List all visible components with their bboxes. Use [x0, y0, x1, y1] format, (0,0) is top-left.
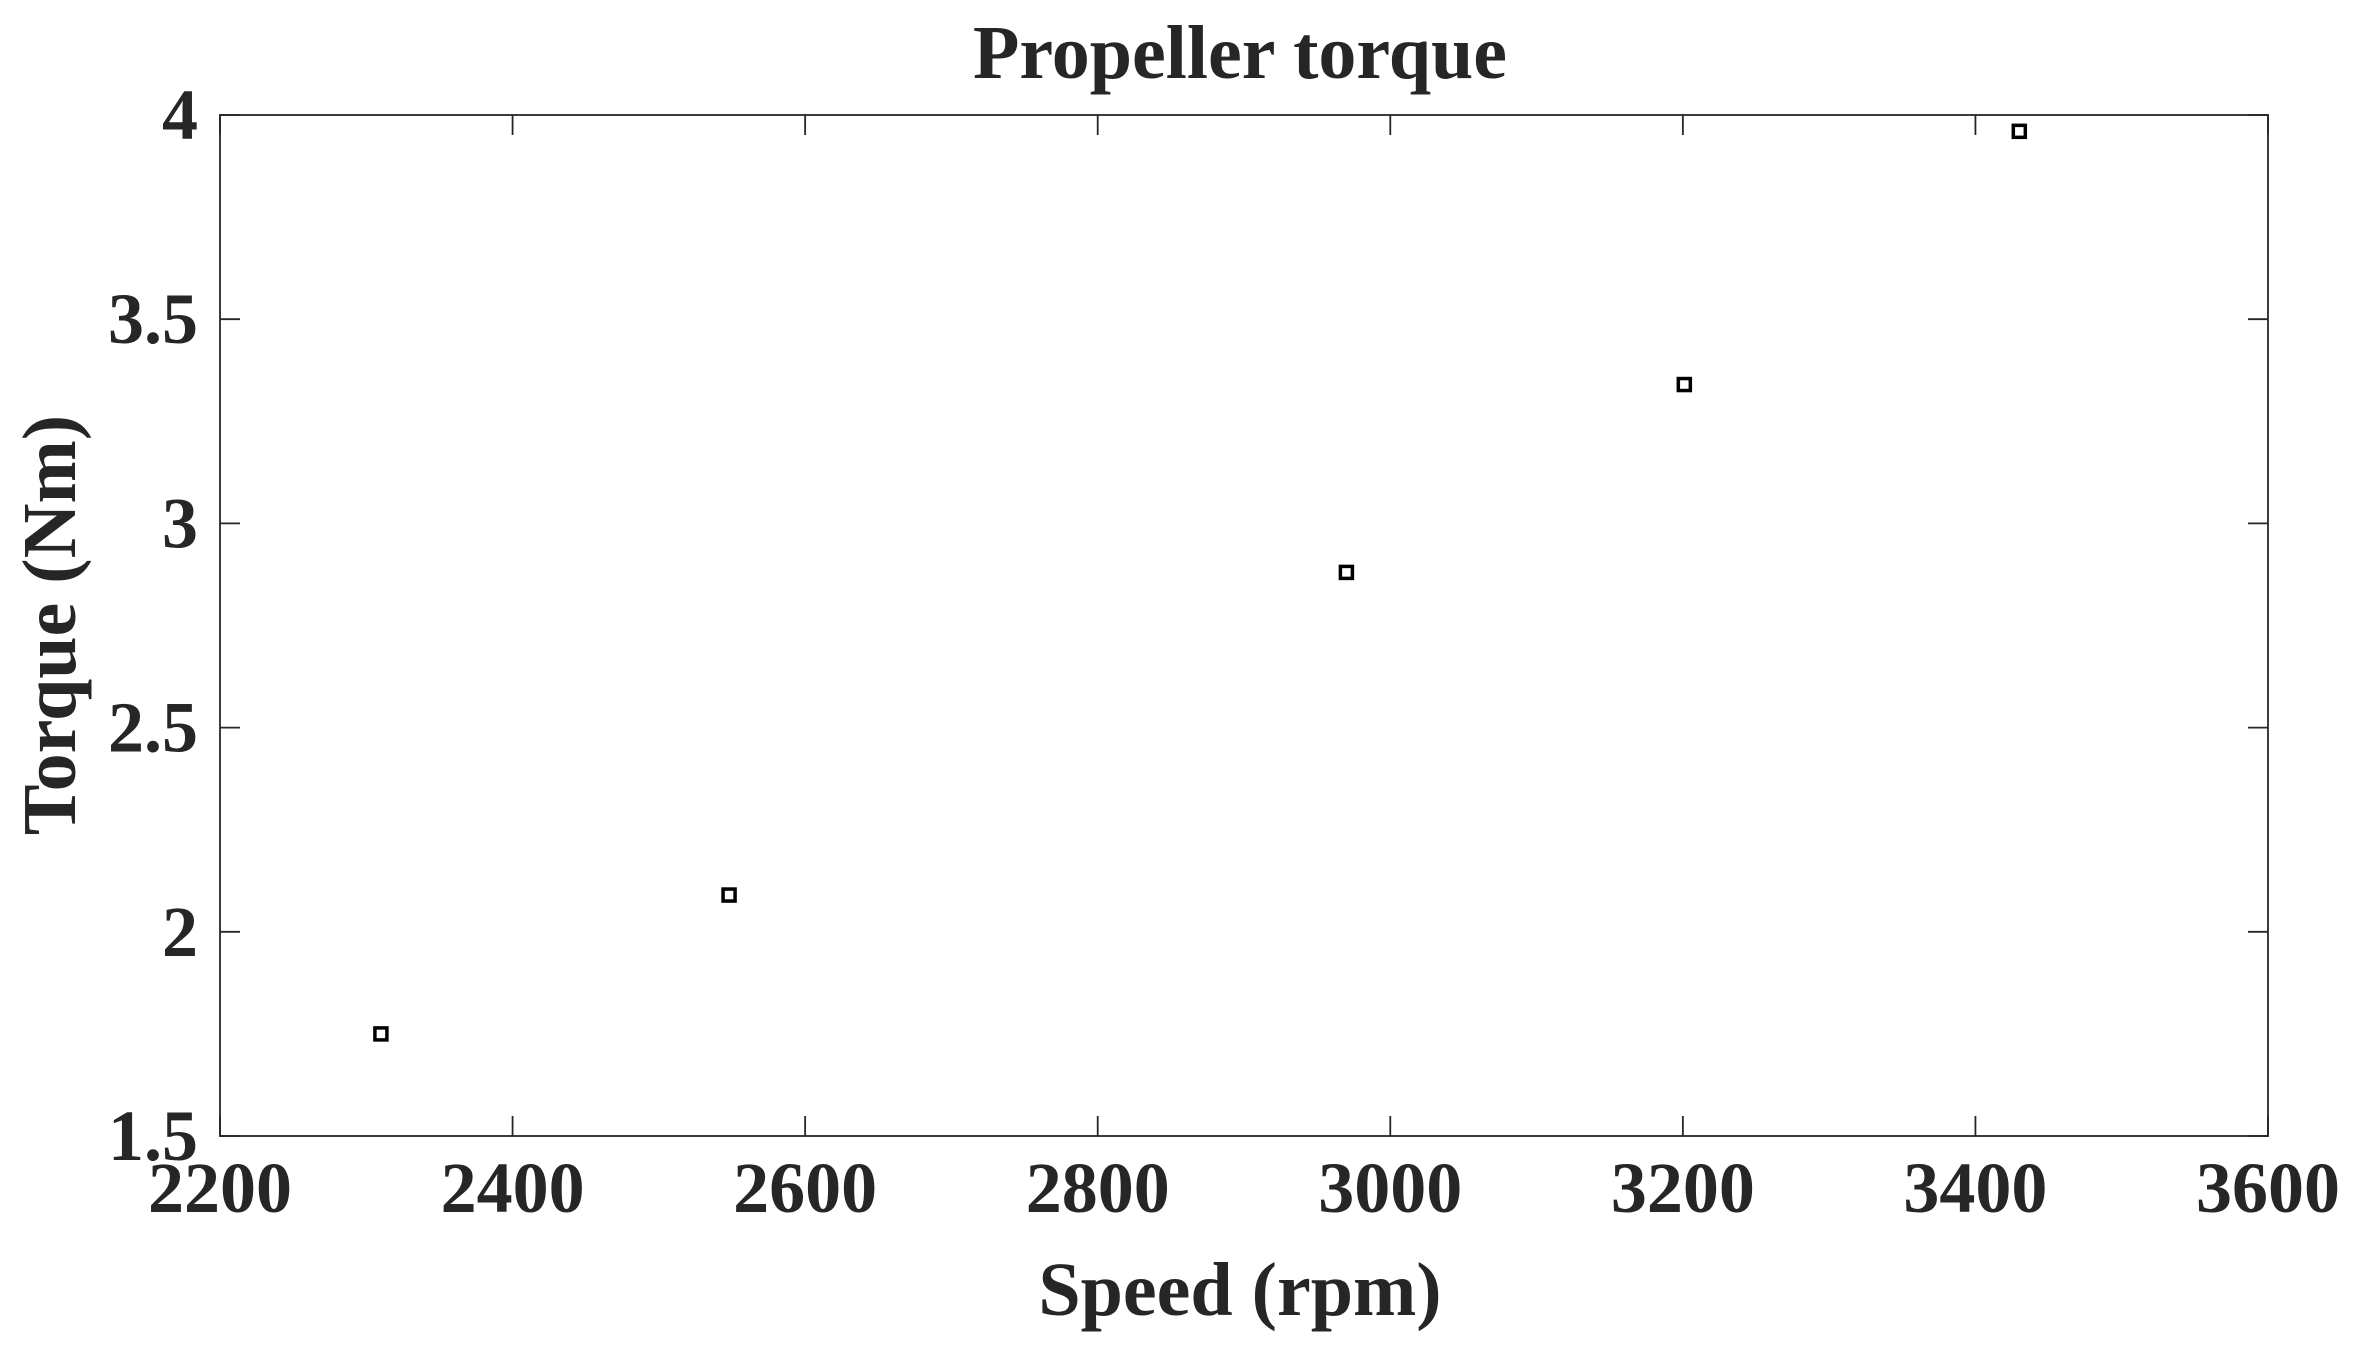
y-axis-label: Torque (Nm) — [8, 415, 92, 835]
data-point — [1676, 376, 1693, 393]
x-tick-label: 3200 — [1611, 1148, 1755, 1228]
x-tick-label: 2800 — [1026, 1148, 1170, 1228]
x-axis-label: Speed (rpm) — [1038, 1248, 1441, 1332]
y-tick-label: 1.5 — [108, 1096, 198, 1176]
x-tick-label: 2200 — [148, 1148, 292, 1228]
data-point — [2011, 123, 2028, 140]
y-tick-label: 4 — [162, 75, 198, 155]
data-point — [1338, 564, 1355, 581]
y-tick-label: 2 — [162, 892, 198, 972]
y-tick-label: 3 — [162, 483, 198, 563]
x-tick-label: 3600 — [2196, 1148, 2340, 1228]
data-point — [721, 887, 737, 903]
x-tick-label: 2600 — [733, 1148, 877, 1228]
x-tick-label: 2400 — [441, 1148, 585, 1228]
y-tick-label: 2.5 — [108, 688, 198, 768]
chart-title: Propeller torque — [973, 11, 1507, 95]
y-tick-label: 3.5 — [108, 279, 198, 359]
data-point — [373, 1026, 389, 1042]
plot-area: 2200 2400 2600 2800 3000 3200 3400 3600 1.5 2 2.5 3… — [108, 75, 2340, 1228]
plot-frame — [219, 114, 2269, 1137]
x-tick-label: 3400 — [1903, 1148, 2047, 1228]
x-tick-label: 3000 — [1318, 1148, 1462, 1228]
